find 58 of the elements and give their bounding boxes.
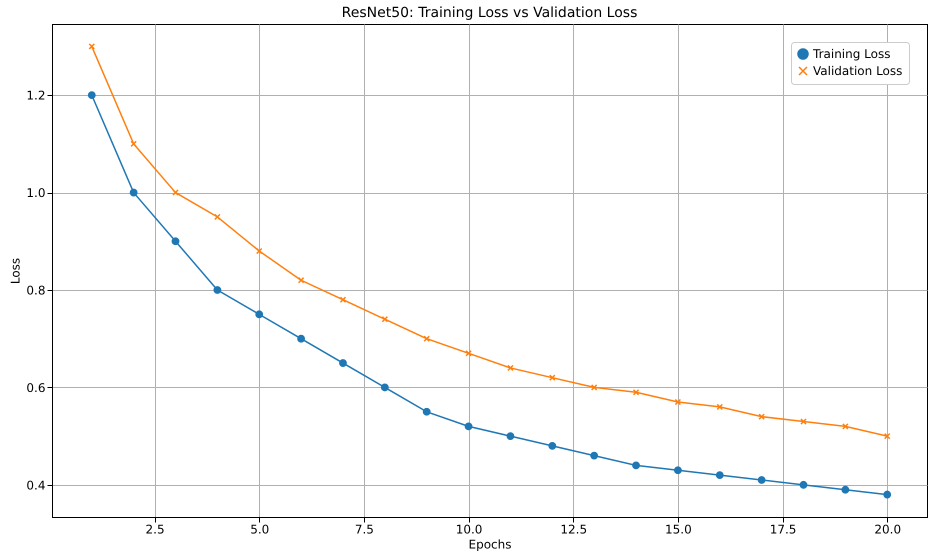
point — [298, 276, 304, 284]
point — [800, 418, 807, 425]
x-tick-label: 20.0 — [874, 522, 902, 536]
point — [507, 364, 514, 372]
chart-title: ResNet50: Training Loss vs Validation Loss — [342, 5, 638, 21]
point — [382, 316, 388, 322]
point — [841, 486, 850, 494]
point — [716, 471, 724, 480]
point — [758, 413, 765, 420]
point — [548, 442, 556, 450]
y-tick-label: 0.8 — [26, 283, 46, 298]
point — [297, 334, 306, 343]
point — [506, 432, 514, 440]
point — [172, 237, 180, 246]
point — [255, 310, 264, 318]
point — [130, 140, 137, 148]
point — [172, 189, 179, 196]
point — [422, 408, 431, 416]
point — [549, 374, 556, 381]
x-tick-label: 7.5 — [354, 522, 374, 536]
point — [758, 476, 766, 484]
point — [339, 359, 347, 367]
point — [130, 188, 138, 196]
y-tick-label: 0.4 — [26, 478, 46, 492]
x-tick-label: 12.5 — [560, 522, 588, 536]
point — [465, 350, 472, 357]
point — [213, 286, 222, 294]
x-tick-label: 15.0 — [665, 522, 692, 536]
point — [716, 404, 724, 410]
y-tick-label: 1.2 — [26, 88, 46, 103]
x-tick-label: 17.5 — [770, 522, 796, 536]
point — [423, 335, 430, 342]
point — [256, 248, 263, 254]
point — [800, 480, 808, 489]
x-axis-title: Epochs — [468, 538, 512, 552]
legend-label: Validation Loss — [813, 64, 902, 78]
point — [590, 452, 598, 460]
point — [842, 423, 849, 430]
x-tick-label: 2.5 — [146, 522, 165, 536]
point — [632, 389, 640, 396]
point — [214, 214, 221, 220]
point — [883, 490, 892, 498]
point — [88, 91, 96, 100]
x-tick-label: 5.0 — [250, 522, 270, 536]
point — [340, 296, 346, 304]
point — [884, 432, 891, 440]
y-axis-title: Loss — [8, 258, 22, 284]
point — [464, 422, 472, 430]
point — [674, 398, 682, 406]
point — [632, 461, 640, 470]
y-tick-label: 1.0 — [26, 186, 46, 200]
y-tick-label: 0.6 — [26, 380, 46, 395]
point — [380, 384, 389, 392]
point — [674, 466, 682, 474]
point — [590, 384, 598, 391]
point — [88, 43, 96, 50]
legend-label: Training Loss — [812, 47, 890, 61]
x-tick-label: 10.0 — [456, 522, 482, 536]
